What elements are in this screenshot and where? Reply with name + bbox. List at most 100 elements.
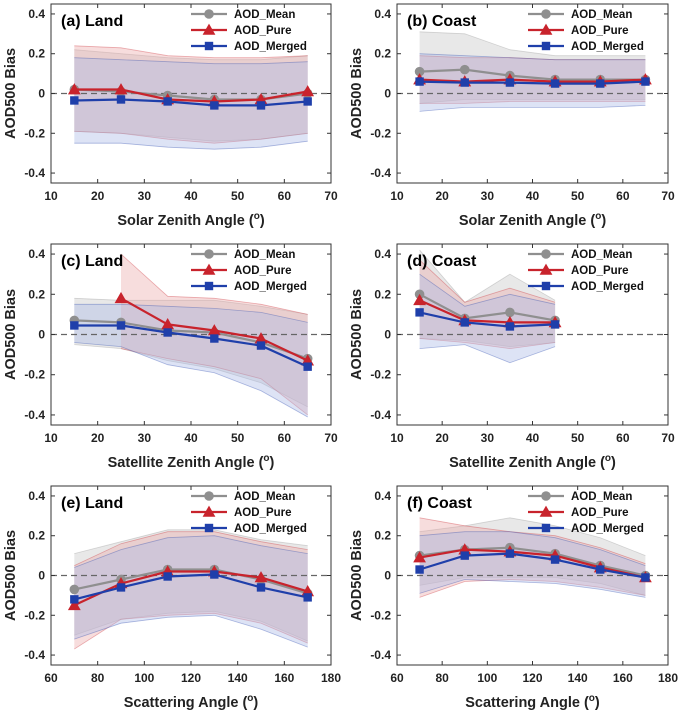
legend-marker — [204, 281, 214, 291]
x-tick-label: 70 — [661, 431, 675, 445]
point-aod-merged — [70, 96, 79, 105]
legend-marker — [541, 491, 551, 501]
y-axis-label: AOD500 Bias — [3, 48, 19, 139]
x-tick-label: 30 — [138, 189, 152, 203]
legend-marker — [541, 9, 551, 19]
x-tick-label: 40 — [184, 431, 198, 445]
legend-label: AOD_Merged — [571, 41, 644, 53]
y-tick-label: -0.4 — [24, 648, 45, 662]
x-tick-label: 70 — [324, 189, 338, 203]
x-axis-label: Solar Zenith Angle (o) — [117, 211, 265, 229]
range-upper-aod-mean — [419, 249, 556, 303]
x-tick-label: 40 — [526, 189, 540, 203]
range-lower-aod-merged — [74, 140, 308, 150]
y-tick-label: 0.2 — [28, 287, 45, 301]
panel-title: (c) Land — [61, 253, 123, 270]
point-aod-pure — [67, 598, 81, 611]
series-line-aod-pure — [419, 299, 556, 324]
y-tick-label: -0.4 — [370, 408, 391, 422]
x-tick-label: 50 — [571, 189, 585, 203]
y-tick-label: -0.4 — [370, 166, 391, 180]
series-line-aod-merged — [419, 552, 646, 579]
x-tick-label: 10 — [44, 189, 58, 203]
legend-label: AOD_Merged — [234, 523, 307, 535]
legend-label: AOD_Merged — [234, 41, 307, 53]
point-aod-merged — [163, 572, 172, 581]
series-line-aod-mean — [419, 68, 646, 81]
point-aod-pure — [161, 318, 175, 330]
y-axis-label: AOD500 Bias — [3, 530, 19, 621]
legend-marker — [204, 523, 214, 533]
point-aod-merged — [550, 79, 560, 88]
legend-marker — [539, 263, 553, 275]
series-line-aod-merged — [74, 573, 308, 601]
legend-marker — [204, 249, 214, 259]
legend-label: AOD_Merged — [234, 281, 307, 293]
legend-marker — [204, 491, 214, 501]
point-aod-merged — [550, 320, 560, 329]
x-tick-label: 30 — [138, 431, 152, 445]
range-lower-aod-pure — [74, 612, 308, 650]
point-aod-merged — [210, 570, 219, 579]
x-tick-label: 10 — [390, 431, 404, 445]
x-tick-label: 180 — [658, 671, 678, 685]
range-band-aod-merged — [419, 274, 556, 363]
series-line-aod-pure — [74, 88, 308, 103]
y-tick-label: 0 — [384, 328, 391, 342]
point-aod-pure — [301, 85, 315, 97]
x-tick-label: 140 — [228, 671, 248, 685]
series-line-aod-mean — [74, 568, 309, 595]
range-band-aod-merged — [74, 304, 308, 417]
point-aod-merged — [70, 595, 79, 604]
legend-label: AOD_Pure — [571, 265, 629, 277]
panel-title: (f) Coast — [407, 495, 473, 512]
y-tick-label: 0.2 — [374, 287, 391, 301]
range-upper-aod-pure — [120, 253, 308, 315]
y-tick-label: 0.4 — [28, 247, 45, 261]
range-upper-aod-merged — [74, 57, 308, 65]
x-tick-label: 60 — [390, 671, 404, 685]
range-upper-aod-mean — [74, 297, 308, 315]
series-line-aod-pure — [419, 548, 646, 579]
x-tick-label: 160 — [274, 671, 294, 685]
x-tick-label: 50 — [231, 189, 245, 203]
y-axis-label: AOD500 Bias — [3, 289, 19, 380]
y-tick-label: 0.4 — [374, 247, 391, 261]
y-tick-label: 0.2 — [374, 529, 391, 543]
legend-label: AOD_Merged — [571, 281, 644, 293]
point-aod-merged — [256, 101, 266, 110]
point-aod-pure — [413, 551, 426, 563]
point-aod-merged — [256, 583, 266, 592]
point-aod-merged — [505, 322, 515, 331]
y-tick-label: -0.2 — [24, 126, 45, 140]
range-lower-aod-merged — [74, 614, 308, 648]
y-tick-label: 0 — [38, 328, 45, 342]
x-tick-label: 100 — [134, 671, 154, 685]
series-line-aod-pure — [73, 570, 309, 607]
range-upper-aod-merged — [419, 273, 556, 307]
point-aod-merged — [256, 341, 266, 350]
y-tick-label: 0.2 — [28, 47, 45, 61]
point-aod-merged — [210, 101, 219, 110]
range-lower-aod-merged — [74, 342, 308, 418]
y-tick-label: 0 — [38, 569, 45, 583]
legend-marker — [541, 41, 551, 51]
legend-marker — [541, 281, 551, 291]
y-tick-label: -0.4 — [370, 648, 391, 662]
x-axis-label: Solar Zenith Angle (o) — [459, 211, 607, 229]
x-tick-label: 30 — [481, 189, 495, 203]
legend-label: AOD_Pure — [234, 25, 292, 37]
x-tick-label: 60 — [44, 671, 58, 685]
range-upper-aod-merged — [419, 53, 646, 61]
panel-c: 10 20 30 40 50 60 70 -0.4 -0.2 0 0.2 0.4 Satellite Z… — [3, 243, 338, 471]
y-tick-label: -0.2 — [370, 368, 391, 382]
y-tick-label: -0.4 — [24, 166, 45, 180]
x-tick-label: 40 — [526, 431, 540, 445]
range-band-aod-mean — [74, 49, 308, 142]
x-tick-label: 20 — [435, 431, 449, 445]
legend-label: AOD_Mean — [234, 9, 295, 21]
range-upper-aod-mean — [419, 517, 646, 556]
range-lower-aod-mean — [419, 338, 556, 348]
point-aod-merged — [303, 593, 312, 602]
